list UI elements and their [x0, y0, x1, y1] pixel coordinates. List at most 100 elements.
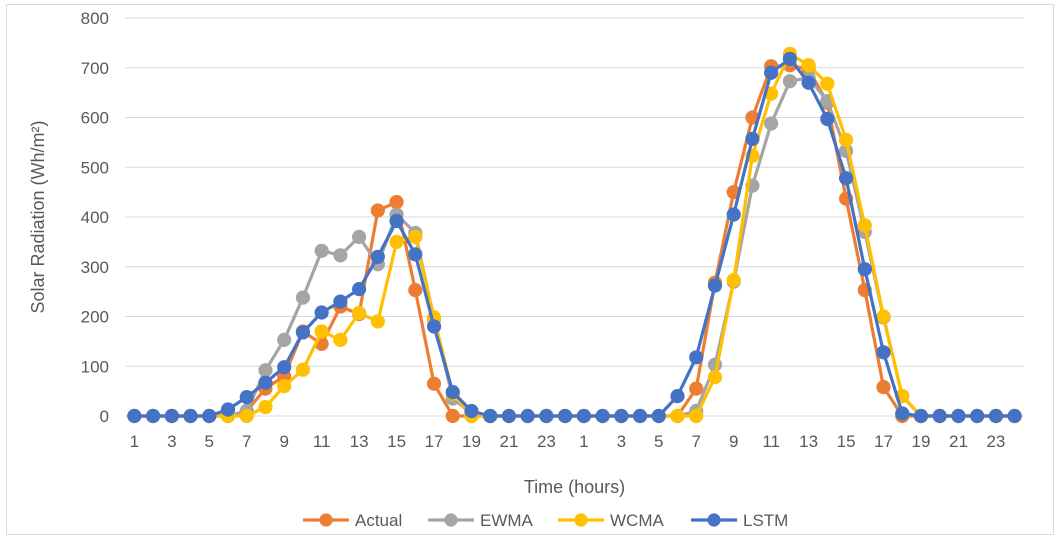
data-point	[408, 283, 423, 298]
data-point	[370, 249, 385, 264]
data-point	[333, 294, 348, 309]
y-tick-label: 100	[81, 357, 109, 376]
data-point	[258, 363, 273, 378]
data-point	[258, 399, 273, 415]
data-point	[1007, 408, 1022, 424]
data-point	[464, 403, 479, 419]
data-point	[408, 229, 423, 244]
data-point	[277, 379, 292, 394]
y-tick-label: 700	[81, 59, 109, 78]
data-point	[745, 131, 760, 146]
data-point	[389, 234, 404, 249]
data-point	[352, 229, 367, 244]
x-tick-label: 23	[986, 432, 1005, 451]
data-point	[483, 408, 498, 424]
legend-item: LSTM	[691, 511, 788, 530]
data-point	[801, 58, 816, 73]
x-tick-label: 11	[313, 432, 331, 451]
data-point	[595, 408, 610, 424]
data-point	[295, 362, 311, 377]
x-tick-label: 19	[912, 432, 931, 451]
x-tick-label: 15	[387, 432, 406, 451]
data-point	[408, 247, 423, 262]
x-tick-label: 9	[279, 432, 288, 451]
data-point	[445, 385, 460, 400]
x-tick-label: 23	[537, 432, 556, 451]
y-tick-label: 500	[81, 158, 109, 177]
data-point	[820, 76, 835, 91]
data-point	[295, 290, 311, 305]
y-axis-title: Solar Radiation (Wh/m²)	[28, 120, 48, 313]
data-point	[670, 408, 685, 424]
y-tick-label: 200	[81, 308, 109, 327]
chart-frame: 0 100 200 300 400 500 600 700 800 1 3 5 7 9 11 13 15 17 19…	[6, 4, 1054, 535]
data-point	[951, 408, 966, 424]
legend-marker	[319, 513, 333, 527]
series-line	[134, 57, 1015, 418]
series-lstm	[127, 51, 1022, 424]
x-tick-label: 21	[949, 432, 968, 451]
data-point	[988, 408, 1004, 424]
data-point	[651, 408, 666, 424]
data-point	[520, 408, 535, 424]
x-tick-label: 15	[837, 432, 856, 451]
data-point	[932, 408, 947, 424]
legend-marker	[574, 513, 588, 527]
data-point	[314, 305, 329, 320]
x-tick-label: 11	[762, 432, 780, 451]
legend-marker	[444, 513, 458, 527]
data-point	[426, 319, 442, 334]
data-point	[614, 408, 629, 424]
data-point	[258, 375, 273, 390]
data-point	[352, 305, 367, 321]
data-point	[239, 389, 254, 405]
x-tick-labels: 1 3 5 7 9 11 13 15 17 19 21 23 1 3 5 7 9 11 13 15 17 19 21 23	[130, 432, 1006, 451]
data-point	[277, 332, 292, 347]
x-tick-label: 21	[499, 432, 518, 451]
x-tick-label: 7	[242, 432, 251, 451]
data-point	[913, 408, 929, 424]
data-point	[370, 203, 385, 218]
legend-label: WCMA	[610, 511, 664, 530]
data-point	[202, 408, 217, 424]
data-point	[576, 408, 591, 424]
data-point	[689, 350, 704, 365]
data-point	[782, 74, 797, 89]
data-point	[857, 218, 872, 233]
data-point	[970, 408, 985, 424]
y-tick-label: 300	[81, 258, 109, 277]
x-tick-label: 13	[350, 432, 369, 451]
data-point	[726, 207, 741, 222]
y-tick-label: 400	[81, 208, 109, 227]
data-point	[876, 345, 891, 360]
data-point	[782, 51, 797, 66]
data-point	[838, 132, 854, 147]
data-point	[689, 408, 704, 424]
y-tick-label: 600	[81, 109, 109, 128]
data-point	[632, 408, 648, 424]
data-point	[876, 309, 891, 324]
data-point	[445, 408, 460, 424]
x-axis-title: Time (hours)	[524, 477, 625, 497]
y-tick-label: 0	[100, 407, 109, 426]
data-point	[145, 408, 161, 424]
legend-marker	[707, 513, 721, 527]
data-point	[314, 243, 329, 258]
data-point	[838, 171, 854, 186]
legend-label: EWMA	[480, 511, 534, 530]
data-point	[239, 408, 254, 424]
x-tick-label: 17	[874, 432, 893, 451]
x-tick-label: 13	[799, 432, 818, 451]
data-point	[670, 389, 685, 404]
legend: Actual EWMA WCMA LSTM	[303, 511, 788, 530]
x-tick-label: 19	[462, 432, 481, 451]
data-point	[333, 248, 348, 263]
series-ewma	[127, 70, 1022, 424]
legend-item: WCMA	[558, 511, 664, 530]
x-tick-label: 3	[167, 432, 176, 451]
series-line	[134, 52, 1015, 418]
y-tick-label: 800	[81, 9, 109, 28]
data-point	[707, 370, 723, 385]
x-tick-label: 5	[654, 432, 663, 451]
data-point	[314, 324, 329, 339]
